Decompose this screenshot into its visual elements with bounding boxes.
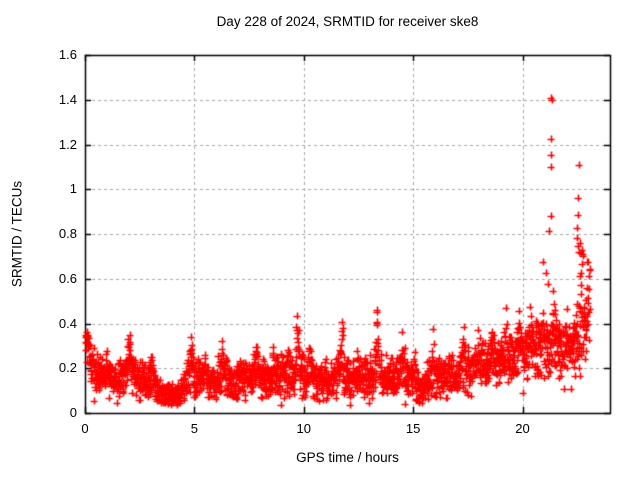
y-tick-label: 0.8 xyxy=(58,226,77,241)
x-tick-label: 0 xyxy=(81,421,89,436)
y-tick-label: 0.6 xyxy=(58,270,77,286)
x-axis-label: GPS time / hours xyxy=(296,450,399,465)
y-tick-label: 1.2 xyxy=(58,136,77,152)
x-tick-label: 5 xyxy=(190,421,198,436)
x-tick-label: 15 xyxy=(405,421,421,436)
y-tick-label: 0.2 xyxy=(58,360,77,376)
y-tick-label: 0.4 xyxy=(58,315,77,331)
y-tick-label: 1.6 xyxy=(58,47,77,62)
y-tick-label: 0 xyxy=(69,405,77,420)
chart-title: Day 228 of 2024, SRMTID for receiver ske… xyxy=(216,14,479,29)
y-tick-label: 1 xyxy=(69,181,77,197)
x-tick-label: 20 xyxy=(515,421,530,436)
y-tick-label: 1.4 xyxy=(58,91,77,107)
x-tick-label: 10 xyxy=(296,421,311,436)
